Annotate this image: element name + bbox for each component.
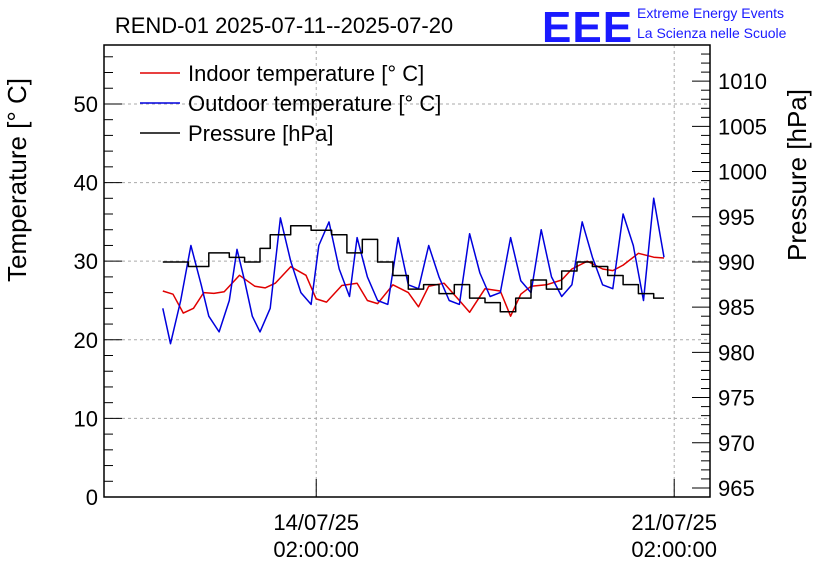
legend-label: Pressure [hPa] bbox=[188, 121, 334, 146]
x-tick-label-date: 21/07/25 bbox=[631, 510, 717, 535]
y2-tick-label: 970 bbox=[718, 431, 755, 456]
y2-tick-label: 975 bbox=[718, 386, 755, 411]
eee-logo-line1: Extreme Energy Events bbox=[637, 5, 784, 21]
legend-label: Outdoor temperature [° C] bbox=[188, 91, 441, 116]
y2-tick-label: 995 bbox=[718, 205, 755, 230]
y-tick-label: 50 bbox=[74, 92, 98, 117]
x-tick-label-date: 14/07/25 bbox=[273, 510, 359, 535]
right-axis: 965 970 975 980 985 990 995 1000 1005 1010 bbox=[692, 53, 767, 501]
chart-title: REND-01 2025-07-11--2025-07-20 bbox=[115, 13, 453, 38]
x-tick-label-time: 02:00:00 bbox=[631, 537, 717, 562]
eee-logo: EEE Extreme Energy Events La Scienza nel… bbox=[542, 3, 787, 52]
legend: Indoor temperature [° C] Outdoor temperat… bbox=[140, 61, 441, 146]
x-tick-label-time: 02:00:00 bbox=[273, 537, 359, 562]
y-tick-label: 20 bbox=[74, 328, 98, 353]
y-tick-label: 0 bbox=[86, 485, 98, 510]
y-tick-label: 10 bbox=[74, 406, 98, 431]
y2-tick-label: 985 bbox=[718, 295, 755, 320]
eee-logo-line2: La Scienza nelle Scuole bbox=[637, 25, 787, 41]
y-tick-label: 30 bbox=[74, 249, 98, 274]
grid-lines bbox=[104, 45, 710, 497]
y-axis-label: Temperature [° C] bbox=[2, 78, 32, 282]
left-axis: 0 10 20 30 40 50 bbox=[74, 56, 122, 510]
y2-tick-label: 1010 bbox=[718, 69, 767, 94]
y2-tick-label: 990 bbox=[718, 250, 755, 275]
y2-tick-label: 965 bbox=[718, 476, 755, 501]
series-line-1 bbox=[162, 197, 665, 345]
y2-tick-label: 980 bbox=[718, 340, 755, 365]
y2-tick-label: 1000 bbox=[718, 160, 767, 185]
series-line-2 bbox=[162, 225, 664, 313]
y2-axis-label: Pressure [hPa] bbox=[782, 89, 812, 261]
legend-label: Indoor temperature [° C] bbox=[188, 61, 424, 86]
series-group bbox=[162, 197, 665, 345]
eee-logo-mark: EEE bbox=[542, 3, 633, 52]
y-tick-label: 40 bbox=[74, 171, 98, 196]
y2-tick-label: 1005 bbox=[718, 114, 767, 139]
